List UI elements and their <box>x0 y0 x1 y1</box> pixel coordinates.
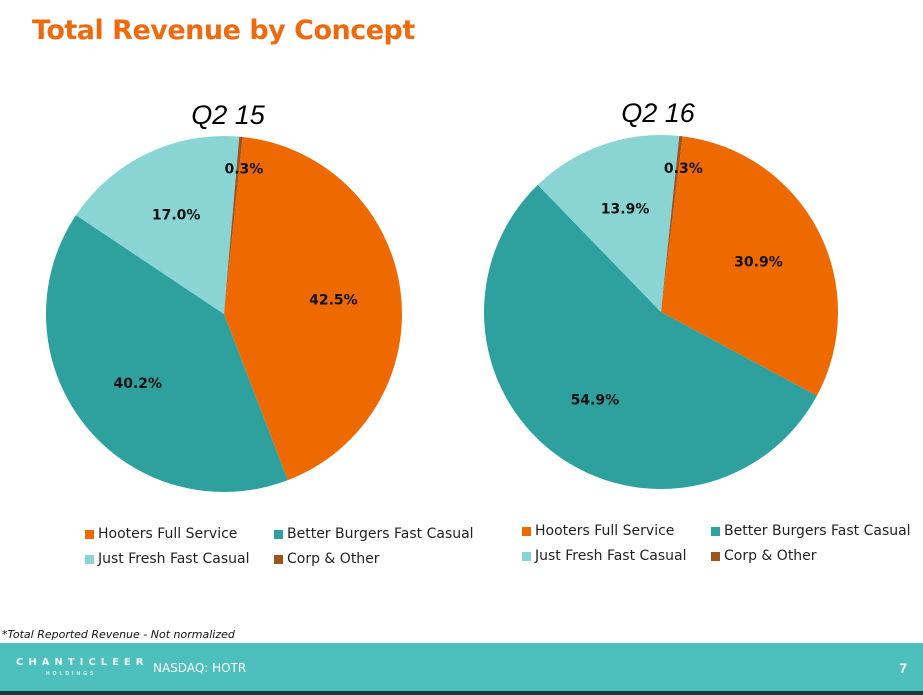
logo-subtext: HOLDINGS <box>46 671 97 677</box>
legend-swatch <box>711 526 720 536</box>
pie-data-label: 0.3% <box>664 161 703 177</box>
legend-swatch <box>274 529 283 539</box>
pie-title-q2-16: Q2 16 <box>621 98 696 128</box>
pie-slice-hooters-full-service <box>661 136 838 396</box>
legend-swatch <box>522 551 531 561</box>
pie-slice-better-burgers-fast-casual <box>483 184 817 490</box>
pie-data-label: 0.3% <box>224 162 263 178</box>
footnote: *Total Reported Revenue - Not normalized <box>2 628 235 641</box>
pie-data-label: 17.0% <box>152 208 201 224</box>
legend-item-corp-other: Corp & Other <box>711 548 817 564</box>
legend-item-hooters: Hooters Full Service <box>522 523 674 539</box>
pie-slice-hooters-full-service <box>224 136 402 481</box>
pie-slice-just-fresh-fast-casual <box>537 135 680 312</box>
legend-label: Corp & Other <box>287 551 380 567</box>
pie-charts: 42.5% 40.2% 17.0% 0.3% Q2 15 30.9% 54.9% 13.9%… <box>45 98 838 493</box>
legend-item-better-burgers: Better Burgers Fast Casual <box>711 523 911 539</box>
pie-data-label: 54.9% <box>571 393 620 409</box>
legend-swatch <box>85 554 94 564</box>
legend-item-just-fresh: Just Fresh Fast Casual <box>522 548 687 564</box>
pie-data-label: 30.9% <box>734 255 783 271</box>
legend-label: Just Fresh Fast Casual <box>98 551 250 567</box>
legend-label: Just Fresh Fast Casual <box>535 548 687 564</box>
logo-text: CHANTICLEER <box>16 657 149 668</box>
company-logo: CHANTICLEER HOLDINGS <box>16 657 148 677</box>
pie-chart-q2-15: 42.5% 40.2% 17.0% 0.3% Q2 15 <box>45 100 402 493</box>
legend-item-better-burgers: Better Burgers Fast Casual <box>274 526 474 542</box>
footer-bar: CHANTICLEER HOLDINGS NASDAQ: HOTR 7 <box>0 643 923 695</box>
page-number: 7 <box>899 660 907 676</box>
legend-label: Hooters Full Service <box>98 526 238 542</box>
legend-item-just-fresh: Just Fresh Fast Casual <box>85 551 250 567</box>
legend-item-hooters: Hooters Full Service <box>85 526 237 542</box>
pie-data-label: 42.5% <box>309 293 358 309</box>
pie-slice-corp-other <box>661 135 683 312</box>
pie-chart-q2-16: 30.9% 54.9% 13.9% 0.3% Q2 16 <box>483 98 838 490</box>
pie-data-label: 40.2% <box>114 376 163 392</box>
pie-slice-better-burgers-fast-casual <box>45 215 288 493</box>
pie-data-label: 13.9% <box>601 201 650 217</box>
legend-swatch <box>85 529 94 539</box>
legend-item-corp-other: Corp & Other <box>274 551 380 567</box>
legend-swatch <box>274 554 283 564</box>
legend-label: Hooters Full Service <box>535 523 675 539</box>
slide-title: Total Revenue by Concept <box>32 15 415 46</box>
pie-slice-just-fresh-fast-casual <box>75 136 240 314</box>
legend-swatch <box>711 551 720 561</box>
legend-label: Better Burgers Fast Casual <box>287 526 474 542</box>
legend-label: Corp & Other <box>724 548 817 564</box>
legend-label: Better Burgers Fast Casual <box>724 523 911 539</box>
pie-slice-corp-other <box>224 136 243 314</box>
ticker-symbol: NASDAQ: HOTR <box>153 661 247 675</box>
legend-swatch <box>522 526 531 536</box>
pie-title-q2-15: Q2 15 <box>191 100 266 130</box>
